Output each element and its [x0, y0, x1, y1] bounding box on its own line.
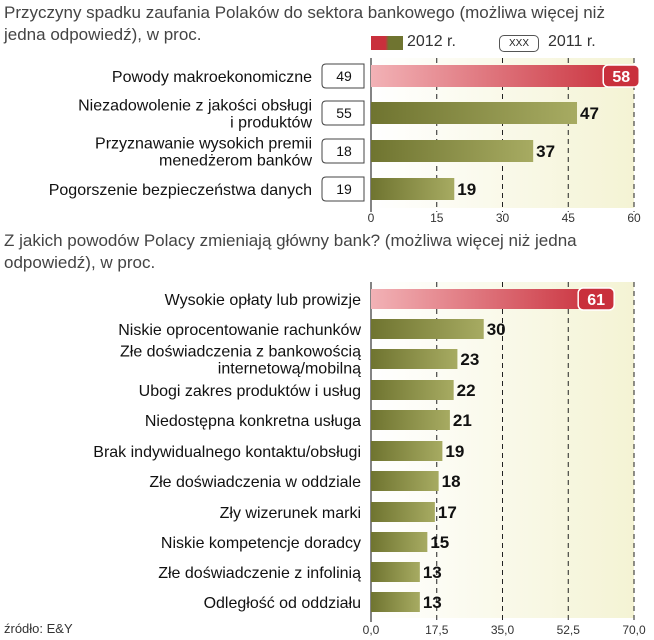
prev-year-box	[321, 100, 365, 126]
chart2-title: Z jakich powodów Polacy zmieniają główny…	[4, 231, 577, 272]
category-label: Niedostępna konkretna usługa	[145, 413, 361, 430]
tick-label: 60	[627, 211, 641, 225]
value-badge	[577, 287, 615, 311]
value-label: 19	[445, 442, 464, 461]
legend-2011-label: 2011 r.	[548, 33, 596, 50]
category-label: Pogorszenie bezpieczeństwa danych	[49, 182, 312, 199]
category-label: Wysokie opłaty lub prowizje	[165, 292, 361, 309]
bar-11	[371, 592, 420, 612]
chart-2: 0,0 17,5 35,0 52,5 70,0 61 Wysokie opłaty lub …	[93, 282, 646, 637]
prev-year-value: 18	[336, 143, 352, 159]
chart1-title: Przyczyny spadku zaufania Polaków do sek…	[4, 3, 605, 44]
category-label: Brak indywidualnego kontaktu/obsługi	[93, 444, 361, 461]
category-label: Odległość od oddziału	[204, 595, 361, 612]
bar-10	[371, 562, 420, 582]
tick-label: 0,0	[363, 623, 380, 637]
prev-year-value: 19	[336, 181, 352, 197]
bar-2	[371, 102, 578, 124]
value-label: 30	[487, 320, 506, 339]
value-label: 19	[457, 180, 476, 199]
category-label: Niezadowolenie z jakości obsługi i produk…	[78, 98, 312, 132]
prev-year-box	[321, 63, 365, 89]
value-label: 37	[536, 142, 555, 161]
bar-4	[371, 380, 454, 400]
bar-2	[371, 319, 484, 339]
value-label: 22	[457, 381, 476, 400]
value-badge	[602, 64, 640, 88]
category-label: Powody makroekonomiczne	[112, 69, 312, 86]
value-label: 21	[453, 411, 472, 430]
prev-year-box	[321, 176, 365, 202]
value-label: 13	[423, 593, 442, 612]
legend-2012-label: 2012 r.	[407, 33, 456, 50]
tick-label: 30	[496, 211, 510, 225]
value-label: 23	[460, 350, 479, 369]
value-label: 17	[438, 503, 457, 522]
category-label: Niskie oprocentowanie rachunków	[118, 322, 361, 339]
legend-2012-swatch	[371, 36, 403, 50]
value-label: 18	[442, 472, 461, 491]
category-label: Złe doświadczenia z bankowością interneto…	[120, 344, 361, 378]
value-label: 47	[580, 104, 599, 123]
bar-4	[371, 178, 455, 200]
value-label: 15	[430, 533, 449, 552]
source-note: źródło: E&Y	[4, 621, 73, 636]
tick-label: 45	[562, 211, 576, 225]
prev-year-value: 55	[336, 105, 352, 121]
tick-label: 15	[430, 211, 444, 225]
bar-9	[371, 532, 428, 552]
bar-7	[371, 471, 439, 491]
category-label: Zły wizerunek marki	[220, 505, 361, 522]
bar-1	[371, 289, 601, 309]
tick-label: 35,0	[491, 623, 515, 637]
bar-5	[371, 410, 450, 430]
prev-year-value: 49	[336, 68, 352, 84]
value-label: 58	[612, 69, 630, 86]
chart-1: 0 15 30 45 60 58 Powody makroekonomiczne 49 47 Ni…	[49, 58, 641, 225]
tick-label: 70,0	[622, 623, 646, 637]
tick-label: 0	[368, 211, 375, 225]
legend-placeholder: XXX	[508, 38, 529, 49]
tick-label: 17,5	[425, 623, 449, 637]
bar-6	[371, 441, 443, 461]
prev-year-box	[321, 138, 365, 164]
bar-8	[371, 502, 435, 522]
bar-3	[371, 349, 458, 369]
category-label: Złe doświadczenie z infolinią	[158, 565, 361, 582]
bar-3	[371, 140, 534, 162]
category-label: Ubogi zakres produktów i usług	[139, 383, 361, 400]
value-label: 13	[423, 563, 442, 582]
category-label: Złe doświadczenia w oddziale	[149, 474, 361, 491]
category-label: Niskie kompetencje doradcy	[161, 535, 361, 552]
value-label: 61	[587, 292, 605, 309]
category-label: Przyznawanie wysokich premii menedżerom b…	[95, 136, 312, 170]
bar-1	[371, 65, 626, 87]
legend-2011-swatch: XXX	[499, 35, 539, 52]
tick-label: 52,5	[557, 623, 581, 637]
